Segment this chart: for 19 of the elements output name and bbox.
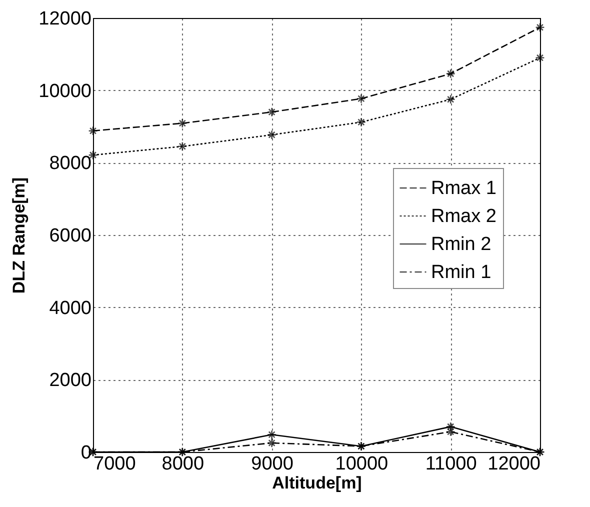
y-tick-label: 12000	[38, 8, 92, 30]
legend-label: Rmin 1	[431, 262, 492, 283]
x-tick-label: 9000	[251, 454, 294, 474]
x-tick-label: 10000	[335, 454, 388, 474]
x-tick-label: 8000	[162, 454, 204, 474]
y-tick-label: 4000	[49, 298, 92, 319]
y-tick-label: 10000	[38, 80, 92, 102]
legend-label: Rmax 2	[431, 206, 496, 227]
legend-label: Rmin 2	[431, 234, 492, 255]
y-axis-title: DLZ Range[m]	[10, 177, 29, 294]
x-tick-label: 11000	[425, 454, 477, 474]
legend-label: Rmax 1	[431, 178, 496, 199]
x-tick-label: 12000	[488, 454, 540, 474]
x-axis-title: Altitude[m]	[272, 474, 362, 492]
y-tick-label: 8000	[49, 153, 92, 174]
y-tick-label: 6000	[49, 226, 92, 246]
x-tick-label: 7000	[94, 454, 136, 474]
y-tick-label: 2000	[49, 370, 92, 392]
y-tick-label: 0	[80, 442, 92, 464]
